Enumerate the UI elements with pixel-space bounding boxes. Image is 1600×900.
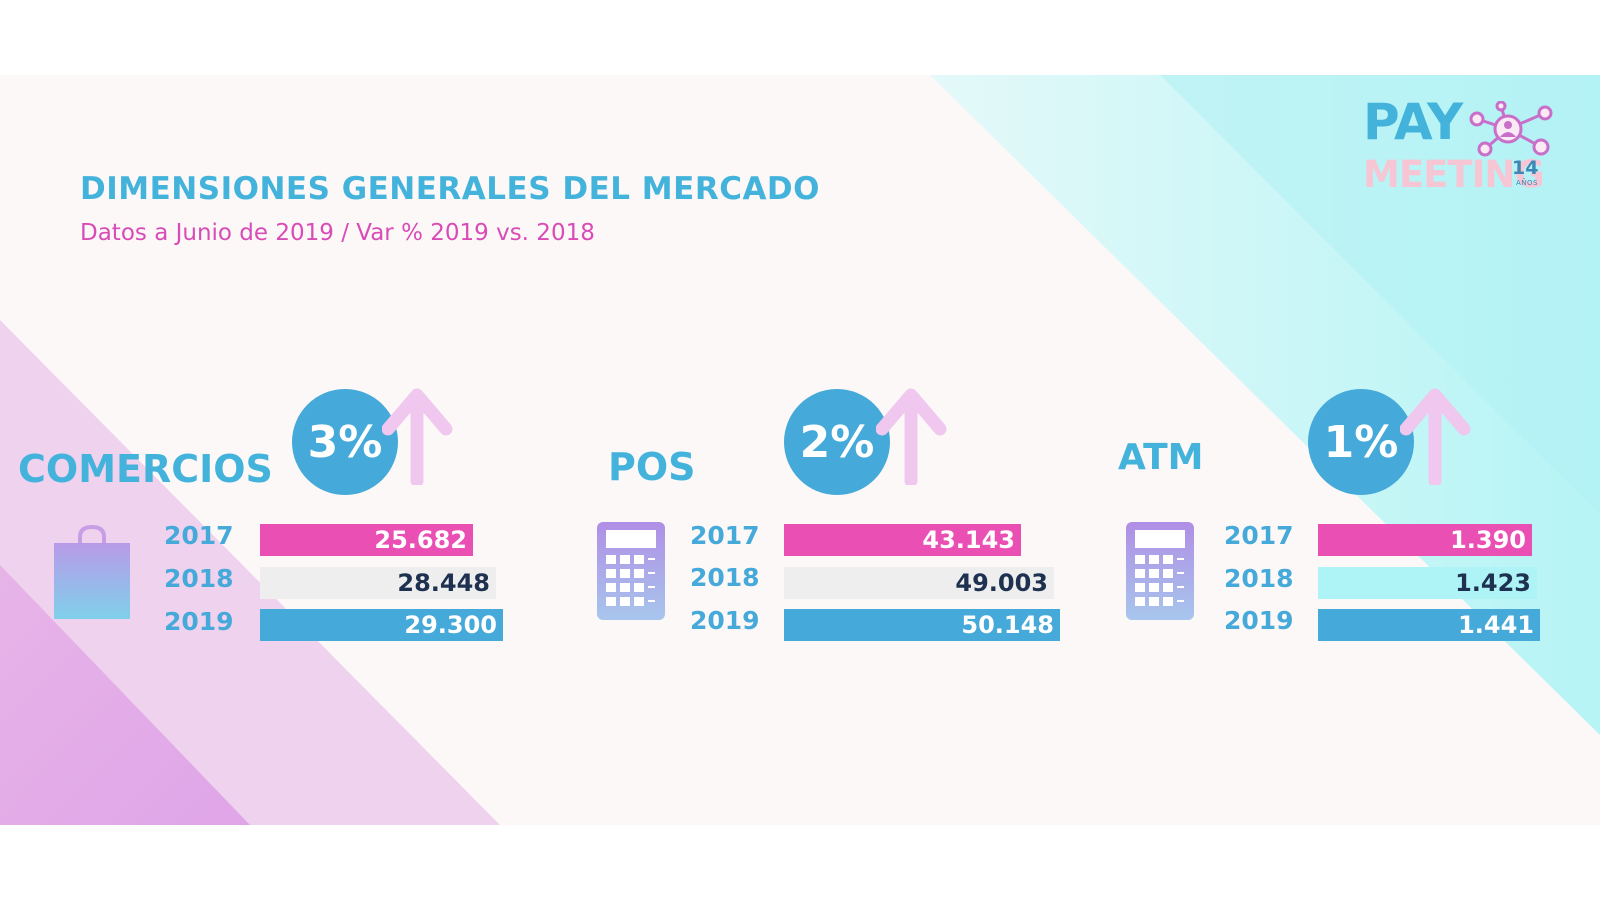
bar-value-label: 28.448 — [397, 569, 490, 597]
bar-2017 — [784, 524, 1021, 556]
logo-badge-14: 14 — [1512, 157, 1539, 179]
bar-value-label: 29.300 — [404, 611, 497, 639]
background-cyan-accent — [1160, 75, 1600, 515]
year-label: 2017 — [164, 521, 234, 550]
arrow-up-icon — [382, 388, 453, 485]
year-label: 2019 — [690, 606, 760, 635]
bar-2019 — [260, 609, 503, 641]
section-title: POS — [608, 445, 696, 489]
bar-2019 — [1318, 609, 1540, 641]
bar-value-label: 25.682 — [374, 526, 467, 554]
slide: DIMENSIONES GENERALES DEL MERCADO Datos … — [0, 75, 1600, 825]
variation-badge: 3% — [292, 389, 398, 495]
bar-2017 — [260, 524, 473, 556]
year-label: 2018 — [164, 564, 234, 593]
paymeeting-logo: PAY MEETING 14 AÑOS — [1360, 93, 1560, 207]
bar-2018 — [1318, 567, 1537, 599]
section-title: COMERCIOS — [18, 447, 273, 491]
year-label: 2019 — [1224, 606, 1294, 635]
logo-text-pay: PAY — [1363, 93, 1463, 151]
background-purple-accent — [0, 565, 250, 825]
bar-2019 — [784, 609, 1060, 641]
bar-value-label: 1.390 — [1450, 526, 1526, 554]
bar-value-label: 50.148 — [961, 611, 1054, 639]
year-label: 2018 — [690, 563, 760, 592]
page-subtitle: Datos a Junio de 2019 / Var % 2019 vs. 2… — [80, 220, 595, 246]
shopping-bag-icon — [54, 524, 130, 619]
bar-value-label: 49.003 — [955, 569, 1048, 597]
network-icon — [1469, 101, 1553, 157]
section-title: ATM — [1118, 437, 1204, 478]
arrow-up-icon — [876, 388, 947, 485]
logo-text-meeting: MEETING — [1363, 153, 1545, 196]
year-label: 2019 — [164, 607, 234, 636]
bar-2017 — [1318, 524, 1532, 556]
year-label: 2017 — [690, 521, 760, 550]
variation-badge: 2% — [784, 389, 890, 495]
year-label: 2017 — [1224, 521, 1294, 550]
bar-value-label: 1.441 — [1458, 611, 1534, 639]
year-label: 2018 — [1224, 564, 1294, 593]
calculator-icon — [1126, 522, 1194, 620]
variation-badge: 1% — [1308, 389, 1414, 495]
bar-value-label: 43.143 — [922, 526, 1015, 554]
page-title: DIMENSIONES GENERALES DEL MERCADO — [80, 171, 821, 207]
bar-value-label: 1.423 — [1455, 569, 1531, 597]
logo-badge-anos: AÑOS — [1516, 179, 1538, 187]
calculator-icon — [597, 522, 665, 620]
bar-2018 — [784, 567, 1054, 599]
bar-2018 — [260, 567, 496, 599]
arrow-up-icon — [1400, 388, 1471, 485]
